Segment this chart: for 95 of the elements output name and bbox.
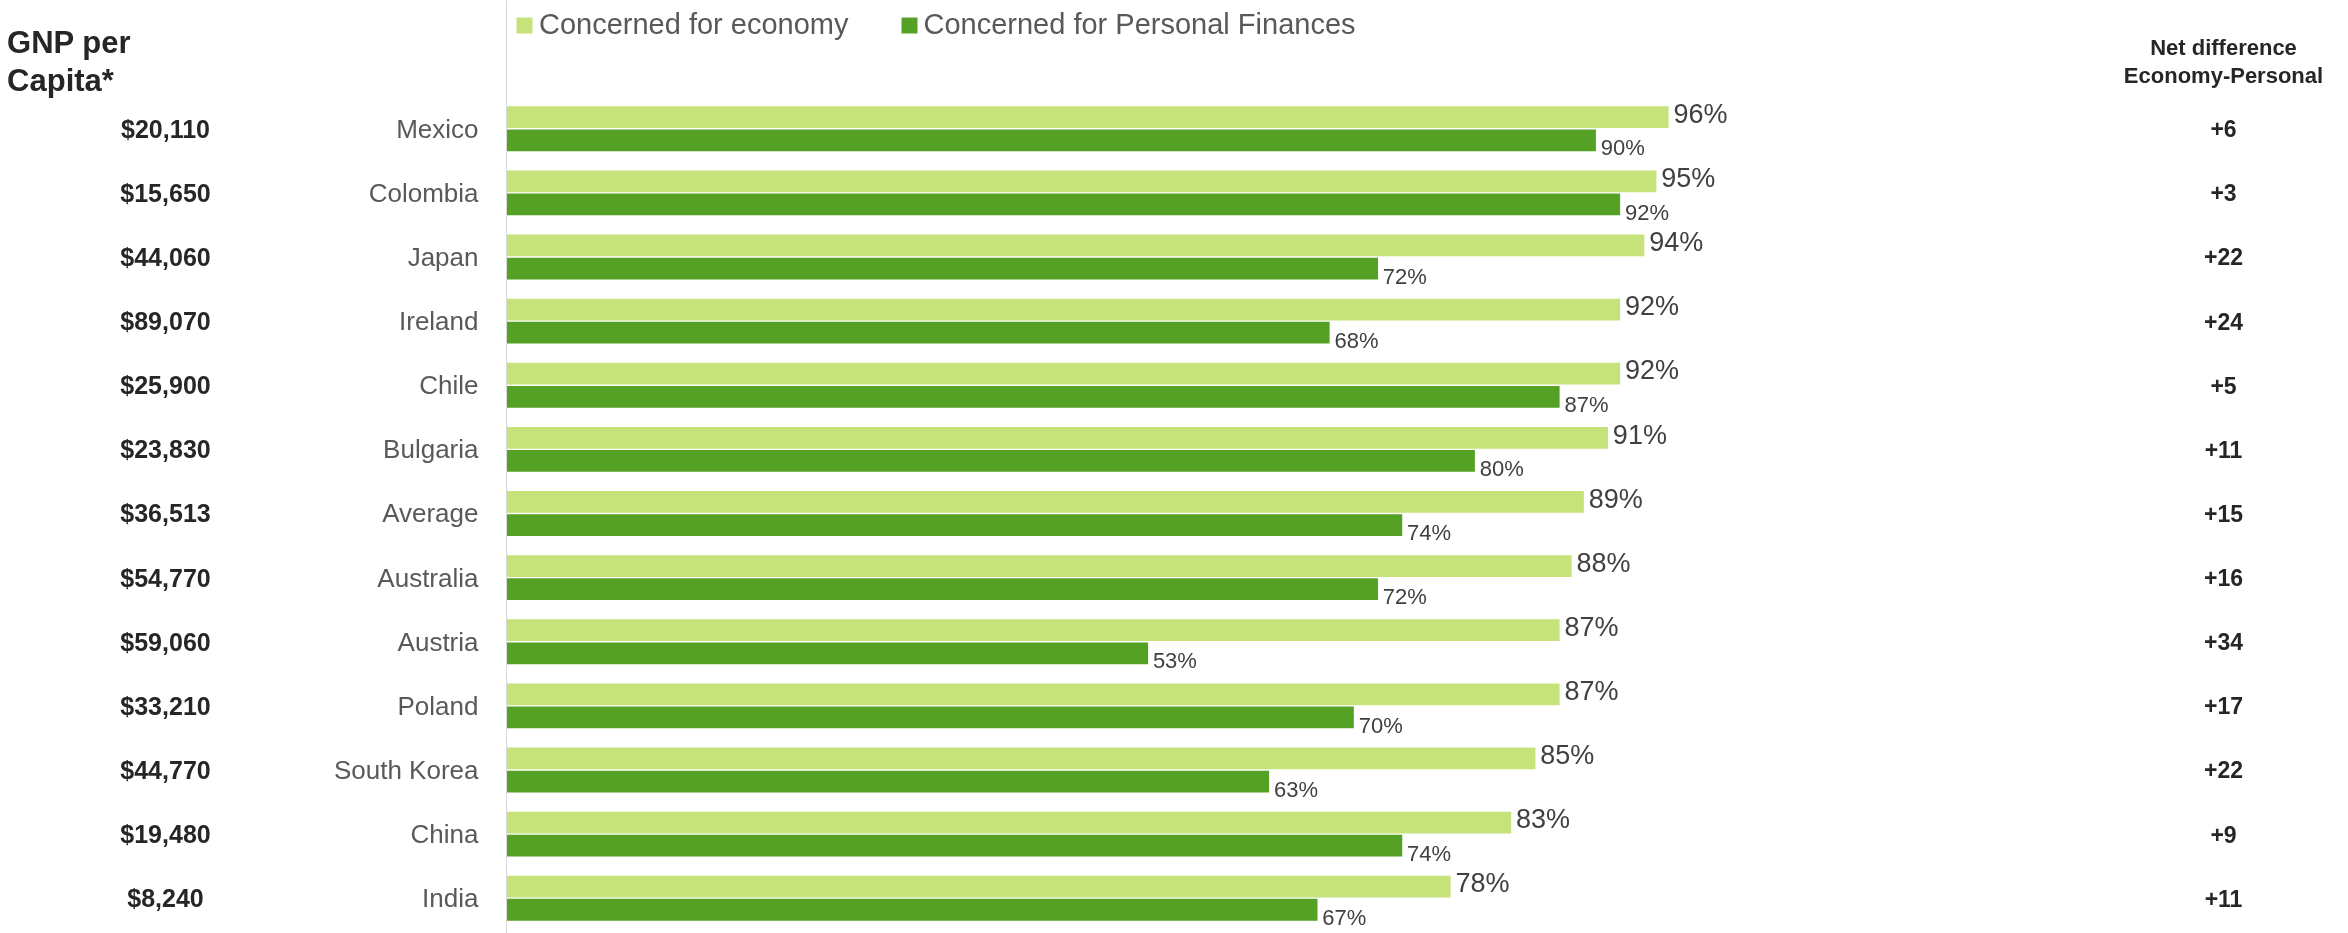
data-label: 85% <box>1540 740 1595 771</box>
bar <box>506 811 1512 834</box>
text: $44,770 <box>120 755 211 784</box>
bar <box>506 426 1609 449</box>
y-tick-label: Japan <box>407 241 479 272</box>
data-label: 88% <box>1576 547 1631 578</box>
data-label: 72% <box>1382 584 1427 610</box>
text: $89,070 <box>120 307 211 336</box>
bar <box>506 875 1451 898</box>
bar <box>506 706 1354 729</box>
text: +11 <box>2204 885 2243 912</box>
text: $36,513 <box>120 499 211 528</box>
y-tick-label: Mexico <box>396 113 479 144</box>
y-tick-label: Bulgaria <box>383 434 480 465</box>
data-label: 63% <box>1273 776 1318 802</box>
data-label: 95% <box>1661 163 1716 194</box>
bar <box>506 234 1645 257</box>
y-tick-label: Austria <box>397 626 480 657</box>
text: +22 <box>2203 757 2244 784</box>
bar <box>506 170 1657 193</box>
data-label: 87% <box>1564 676 1619 707</box>
data-label: 72% <box>1382 263 1427 289</box>
text: $44,060 <box>120 242 211 271</box>
y-tick-label: Australia <box>377 562 480 593</box>
data-label: 90% <box>1600 135 1645 161</box>
bar <box>506 683 1560 706</box>
y-tick-label: Colombia <box>368 177 480 208</box>
y-tick-label: Average <box>382 498 479 529</box>
bar <box>506 642 1149 665</box>
bar <box>506 898 1318 921</box>
data-label: 87% <box>1564 391 1609 417</box>
y-tick-label: China <box>410 819 480 850</box>
data-label: 80% <box>1479 456 1524 482</box>
bar <box>506 770 1270 793</box>
data-label: 67% <box>1322 904 1367 930</box>
text: $33,210 <box>120 691 211 720</box>
data-label: 53% <box>1152 648 1197 674</box>
data-label: 74% <box>1407 520 1452 546</box>
legend-label: Concerned for economy <box>539 8 849 41</box>
bar <box>506 514 1403 536</box>
bar <box>506 193 1621 216</box>
y-tick-label: Poland <box>397 690 479 721</box>
text: $8,240 <box>127 884 204 913</box>
data-label: 78% <box>1455 868 1510 899</box>
bar <box>506 362 1621 385</box>
data-label: 92% <box>1624 199 1670 225</box>
bar <box>506 747 1536 770</box>
data-label: 68% <box>1334 327 1379 353</box>
text: $19,480 <box>120 820 211 849</box>
text: $23,830 <box>120 435 211 464</box>
bar <box>506 385 1560 408</box>
text: +22 <box>2203 244 2244 271</box>
bar <box>506 257 1379 280</box>
text: GNP per Capita* <box>7 24 131 99</box>
bar <box>506 555 1572 577</box>
data-label: 94% <box>1649 227 1704 258</box>
bar <box>506 619 1560 642</box>
data-label: 92% <box>1624 291 1680 322</box>
bar <box>506 298 1621 321</box>
y-tick-label: Ireland <box>399 306 479 337</box>
text: Net difference Economy-Personal <box>2123 35 2324 88</box>
text: +16 <box>2203 565 2244 592</box>
text: +17 <box>2203 693 2244 720</box>
text: $54,770 <box>120 563 211 592</box>
text: $20,110 <box>121 114 211 143</box>
text: $25,900 <box>120 371 211 400</box>
legend-label: Concerned for Personal Finances <box>923 8 1356 41</box>
bar <box>506 491 1584 513</box>
data-label: 83% <box>1516 804 1571 835</box>
text: +15 <box>2203 500 2244 527</box>
text: +34 <box>2203 629 2244 656</box>
text: $15,650 <box>120 178 211 207</box>
data-label: 74% <box>1407 840 1452 866</box>
bar <box>506 129 1596 152</box>
text: +3 <box>2210 180 2237 207</box>
text: +5 <box>2210 372 2237 399</box>
bar <box>506 321 1330 344</box>
bar <box>506 834 1403 857</box>
text: +6 <box>2210 116 2237 143</box>
text: $59,060 <box>120 627 211 656</box>
text: +11 <box>2204 436 2243 463</box>
bar <box>506 450 1475 472</box>
data-label: 89% <box>1588 483 1643 514</box>
y-tick-label: South Korea <box>333 754 480 785</box>
bar <box>506 578 1379 601</box>
data-label: 87% <box>1564 611 1619 642</box>
data-label: 96% <box>1673 99 1728 129</box>
data-label: 91% <box>1612 419 1667 450</box>
y-tick-label: Chile <box>419 370 479 401</box>
data-label: 92% <box>1624 355 1680 386</box>
text: +24 <box>2203 308 2244 335</box>
data-label: 70% <box>1358 712 1403 738</box>
bar <box>506 106 1669 129</box>
y-tick-label: India <box>422 883 480 914</box>
text: +9 <box>2210 821 2237 848</box>
